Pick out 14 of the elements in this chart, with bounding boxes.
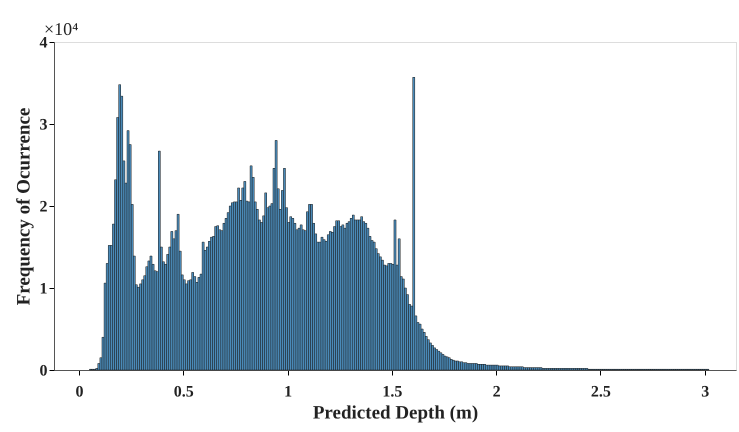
x-tick-label: 0.5 <box>174 384 194 400</box>
y-tick-label: 3 <box>40 116 48 134</box>
y-tick-label: 0 <box>40 362 48 380</box>
x-tick-label: 0 <box>76 384 84 400</box>
x-tick-label: 1.5 <box>382 384 402 400</box>
x-tick-label: 2.5 <box>590 384 611 400</box>
y-tick-label: 2 <box>40 198 48 216</box>
x-tick-label: 1 <box>284 384 292 400</box>
y-axis-title: Frequency of Ocurrence <box>14 108 34 306</box>
y-tick-label: 4 <box>40 34 48 52</box>
x-tick-label: 2 <box>492 384 501 400</box>
x-tick-label: 3 <box>701 384 710 400</box>
y-tick-label: 1 <box>40 280 48 298</box>
x-axis-title: Predicted Depth (m) <box>312 402 478 424</box>
